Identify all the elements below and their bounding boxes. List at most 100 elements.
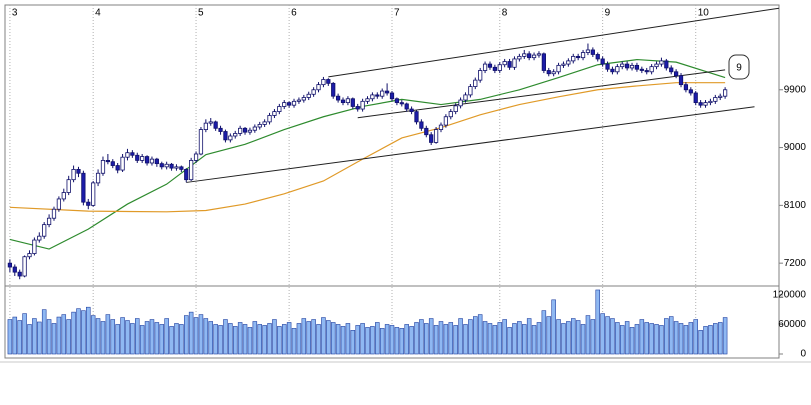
candle-body <box>674 71 679 77</box>
volume-bar <box>350 330 356 355</box>
candle-body <box>311 89 316 95</box>
candle-body <box>7 262 13 268</box>
volume-bar <box>232 326 238 355</box>
volume-bar <box>605 316 610 355</box>
candle-body <box>345 98 351 104</box>
volume-bar <box>316 324 321 355</box>
candle-body <box>174 166 179 169</box>
volume-bar <box>649 323 654 355</box>
candle-body <box>208 121 213 124</box>
candle-body <box>722 89 728 97</box>
candle-body <box>688 89 693 94</box>
candle-body <box>634 64 640 70</box>
candle-body <box>81 172 86 203</box>
candle-body <box>482 63 488 71</box>
candle-body <box>287 102 292 106</box>
candle-body <box>473 79 478 87</box>
candle-body <box>492 66 497 71</box>
volume-bar <box>252 321 258 355</box>
volume-bar <box>100 321 106 355</box>
volume-bar <box>531 325 537 355</box>
candle-body <box>639 68 644 71</box>
volume-bar <box>306 321 311 355</box>
candle-body <box>42 224 47 237</box>
volume-bar <box>634 324 640 355</box>
candle-body <box>409 108 414 113</box>
candle-body <box>120 156 125 171</box>
candle-body <box>365 98 370 102</box>
volume-bar <box>619 325 625 355</box>
candle-body <box>27 253 32 258</box>
volume-bar <box>56 316 62 355</box>
candle-body <box>316 84 321 91</box>
volume-bar <box>624 321 630 355</box>
volume-tick-label: 0 <box>800 349 806 360</box>
volume-bar <box>526 318 532 355</box>
volume-bar <box>203 318 209 355</box>
candle-body <box>698 102 703 106</box>
candle-body <box>218 127 223 132</box>
candle-body <box>228 135 233 141</box>
volume-bar <box>242 324 248 355</box>
volume-bar <box>32 318 37 355</box>
volume-bar <box>615 322 620 355</box>
candle-body <box>189 160 194 181</box>
x-tick-label: 4 <box>95 8 101 19</box>
candle-body <box>718 95 723 98</box>
candle-body <box>541 53 546 71</box>
volume-bar <box>595 289 601 355</box>
candle-body <box>331 82 336 97</box>
volume-bar <box>193 317 199 355</box>
volume-bar <box>428 318 434 355</box>
volume-bar <box>330 322 336 355</box>
candle-body <box>443 116 449 126</box>
volume-bar <box>639 319 645 355</box>
volume-bar <box>424 323 429 355</box>
candle-body <box>61 192 66 200</box>
candle-body <box>487 63 493 68</box>
candle-body <box>463 94 468 101</box>
candle-body <box>46 217 52 226</box>
y-tick-label: 7200 <box>784 258 807 269</box>
candle-body <box>86 201 91 206</box>
volume-bar <box>433 325 439 355</box>
candle-body <box>66 179 71 193</box>
volume-bar <box>71 311 76 355</box>
candle-body <box>282 102 287 107</box>
candle-body <box>179 166 184 170</box>
candle-body <box>164 163 169 168</box>
volume-bar <box>659 325 664 355</box>
candle-body <box>615 66 620 73</box>
volume-bar <box>76 308 81 355</box>
candle-body <box>115 165 120 171</box>
volume-bar <box>296 323 302 355</box>
y-tick-label: 9000 <box>784 142 807 153</box>
volume-bar <box>688 322 694 355</box>
y-tick-label: 9900 <box>784 84 807 95</box>
candle-body <box>595 54 600 60</box>
volume-bar <box>717 322 723 355</box>
candle-body <box>154 158 159 165</box>
volume-bar <box>575 320 581 355</box>
volume-bar <box>546 316 552 355</box>
candle-body <box>502 61 507 66</box>
candle-body <box>600 58 605 65</box>
volume-bar <box>487 323 493 355</box>
volume-bar <box>90 315 96 355</box>
candle-body <box>37 235 42 241</box>
volume-bar <box>174 323 179 355</box>
candle-body <box>184 169 189 181</box>
volume-bar <box>693 319 698 355</box>
volume-bar <box>81 310 86 355</box>
candle-body <box>238 127 243 134</box>
volume-bar <box>213 324 218 355</box>
volume-bar <box>370 326 375 355</box>
candle-body <box>350 98 355 107</box>
candle-body <box>522 53 527 57</box>
volume-bar <box>345 323 351 355</box>
volume-bar <box>448 322 454 355</box>
candle-body <box>438 124 444 130</box>
volume-bar <box>144 321 150 355</box>
annotation-box <box>728 54 750 80</box>
candle-body <box>708 100 713 104</box>
